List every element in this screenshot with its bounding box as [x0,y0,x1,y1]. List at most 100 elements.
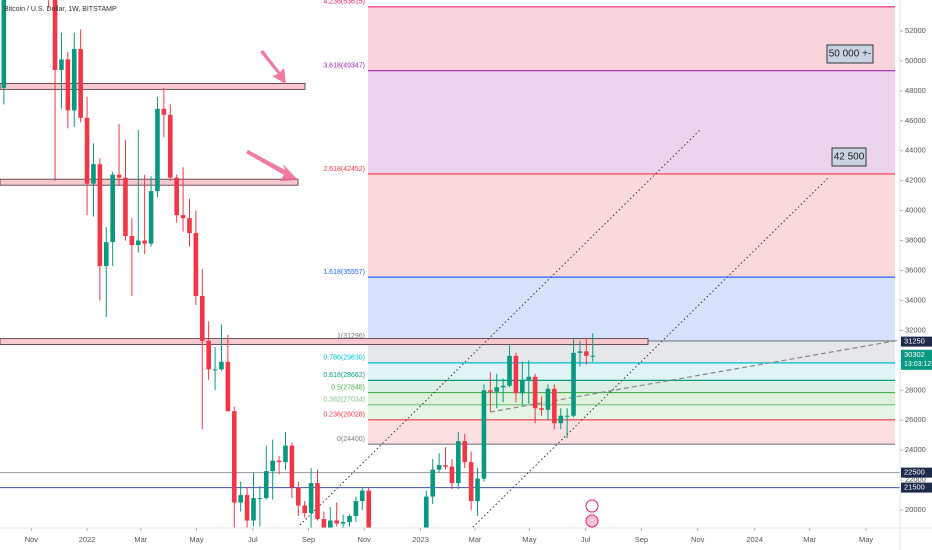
annotation-box [826,44,874,64]
fib-zone [368,173,895,278]
candle-body [244,495,250,521]
candle-body [193,233,199,296]
x-tick-label: 2022 [79,535,96,544]
candle-body [263,471,269,499]
candle-body [142,240,147,244]
x-tick-label: 2024 [746,535,763,544]
candle-body [552,388,557,424]
candle-body [302,505,307,514]
price-badge-countdown: 13:03:12 [904,361,931,368]
level-band [0,178,299,186]
candle-body [65,59,71,111]
candle-body [443,465,448,467]
annotation-box [831,147,867,167]
candle-body [103,242,109,267]
level-band [0,82,306,90]
candle-body [199,295,205,341]
x-tick-label: May [189,535,203,544]
candle-body [520,379,525,394]
y-tick-label: 40000 [905,206,926,215]
level-band [0,338,649,346]
candle-body [52,0,58,70]
y-tick-label: 24000 [905,445,926,454]
event-icon [585,499,599,513]
candle-body [295,487,301,506]
x-tick-label: Nov [691,535,705,544]
candle-body [590,355,596,357]
fib-label: 2.618(42452) [323,166,365,173]
x-tick-label: May [859,535,873,544]
y-tick-label: 44000 [905,146,926,155]
candle-body [545,388,551,410]
candle-body [135,240,141,246]
candle-body [97,164,103,267]
candle-body [206,340,211,370]
candle-body [116,174,122,178]
fib-zone [368,6,895,71]
price-badge [901,336,932,347]
candle-body [161,108,167,115]
candle-body [340,522,346,524]
candle-body [424,496,429,528]
x-tick-label: Nov [25,535,39,544]
trend-line [489,339,900,413]
fib-zone [368,277,895,341]
fib-label: 3.618(49347) [323,63,365,70]
price-badge-label: 22500 [904,468,925,477]
candle-body [481,390,487,479]
x-tick-label: Jul [248,535,258,544]
candle-body [289,445,295,488]
candle-body [238,495,243,503]
arrow [260,50,286,84]
candle-body [353,501,359,517]
y-tick-label: 36000 [905,265,926,274]
x-tick-label: 2023 [412,535,429,544]
candle-body [571,352,576,416]
candle-body [283,445,288,463]
arrow [246,150,298,181]
fib-label: 0.618(28662) [323,372,365,379]
candle-body [270,460,275,472]
fib-label: 1.618(35557) [323,269,365,276]
chart-title: Bitcoin / U.S. Dollar, 1W, BITSTAMP [4,6,117,13]
candle-body [475,478,480,502]
candle-body [251,498,256,521]
annotation-text: 42 500 [834,152,865,163]
candle-body [129,236,135,246]
candle-body [436,465,442,470]
candle-body [564,415,570,417]
candle-body [577,351,583,353]
candle-body [187,218,192,234]
candle-body [155,108,160,192]
x-tick-label: Jul [581,535,591,544]
candle-body [532,376,538,409]
candle-body [321,519,327,528]
candle-body [219,361,224,370]
fib-zone [368,380,895,393]
candle-body [1,0,7,88]
candle-body [308,483,314,514]
y-tick-label: 46000 [905,116,926,125]
candle-body [148,191,154,244]
event-icon [585,514,599,528]
candle-body [449,466,455,484]
candle-body [231,411,237,503]
candle-body [462,441,468,463]
price-badge-label: 21500 [904,483,925,492]
price-badge [901,349,932,370]
fib-label: 0.236(26028) [323,412,365,419]
annotation-text: 50 000 +- [829,49,872,60]
candle-body [276,460,282,463]
candle-body [430,469,436,497]
candle-body [84,117,90,184]
x-tick-label: Nov [358,535,372,544]
candle-body [366,490,372,528]
fib-zone [368,70,895,174]
x-tick-label: Mar [134,535,147,544]
fib-zone [368,392,895,405]
candle-body [225,361,231,412]
plot-area: 4.236(53615) 3.618(49347) 2.618(42452) 1.61… [0,0,900,528]
x-tick-label: Sep [302,535,315,544]
candle-body [494,387,500,392]
